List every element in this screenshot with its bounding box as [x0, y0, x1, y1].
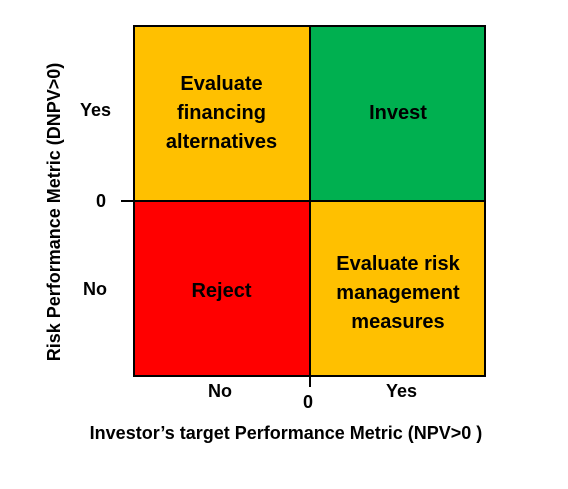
y-axis-zero-tick: [121, 200, 133, 202]
quadrant-label: Evaluate risk management measures: [336, 252, 460, 333]
quadrant-invest: Invest: [310, 25, 486, 201]
quadrant-reject: Reject: [133, 201, 310, 377]
quadrant-evaluate-financing: Evaluate financing alternatives: [133, 25, 310, 201]
y-axis-label-zero: 0: [96, 191, 107, 211]
horizontal-divider: [133, 200, 486, 202]
quadrant-label: Reject: [191, 279, 252, 302]
quadrant-evaluate-risk: Evaluate risk management measures: [310, 201, 486, 377]
x-axis-title: Investor’s target Performance Metric (NP…: [89, 423, 483, 443]
x-axis-label-no: No: [208, 381, 232, 401]
y-axis-title: Risk Performance Metric (DNPV>0): [44, 62, 64, 362]
x-axis-zero-tick: [309, 377, 311, 387]
x-axis-label-yes: Yes: [386, 381, 418, 401]
y-axis-label-no: No: [83, 279, 107, 299]
y-axis-label-yes: Yes: [80, 100, 112, 120]
quadrant-label: Evaluate financing alternatives: [165, 72, 278, 153]
quadrant-label: Invest: [369, 101, 427, 124]
x-axis-label-zero: 0: [303, 392, 314, 412]
